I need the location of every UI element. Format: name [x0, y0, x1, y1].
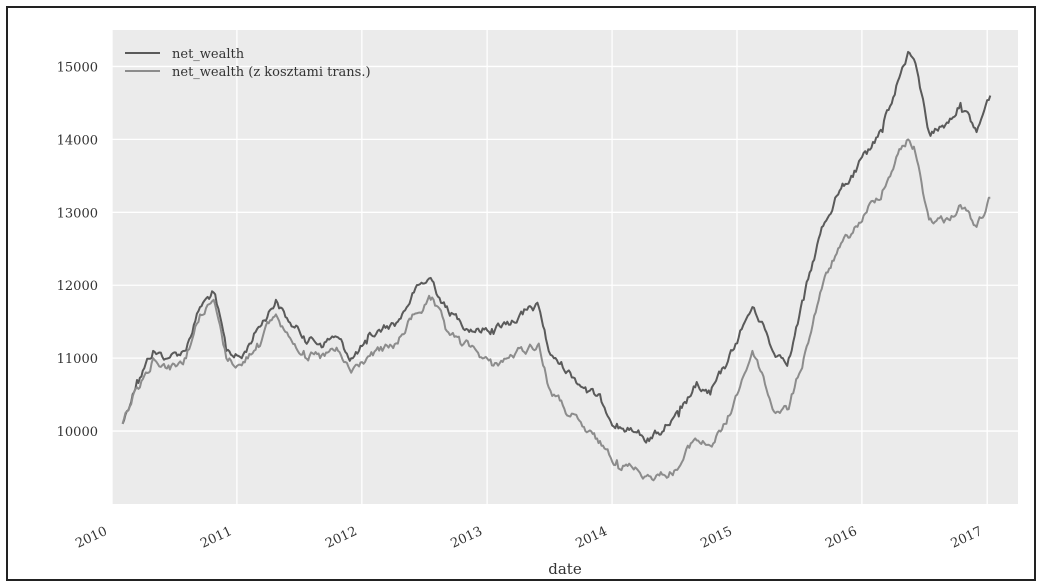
- legend-label-2: net_wealth (z kosztami trans.): [172, 65, 371, 80]
- plot-background: [112, 30, 1018, 504]
- x-tick-label: 2011: [198, 524, 234, 552]
- x-tick-label: 2015: [698, 524, 734, 552]
- y-tick-label: 13000: [57, 206, 98, 221]
- x-axis-label: date: [548, 560, 582, 578]
- legend-label-1: net_wealth: [172, 47, 245, 62]
- x-tick-label: 2017: [949, 524, 985, 552]
- plot-area: [112, 30, 1018, 504]
- x-tick-label: 2012: [323, 524, 359, 552]
- x-tick-label: 2014: [573, 524, 609, 552]
- grid: [111, 30, 1018, 504]
- series-line-1: [121, 50, 992, 444]
- y-tick-label: 11000: [57, 352, 98, 367]
- y-tick-label: 14000: [57, 133, 98, 148]
- series-group: [121, 50, 992, 482]
- series-line-2: [121, 138, 991, 482]
- y-tick-label: 10000: [57, 425, 98, 440]
- x-tick-label: 2016: [823, 524, 859, 552]
- y-tick-label: 12000: [57, 279, 98, 294]
- x-tick-label: 2013: [448, 524, 484, 552]
- y-tick-label: 15000: [57, 60, 98, 75]
- legend: net_wealth net_wealth (z kosztami trans.): [125, 47, 371, 80]
- x-tick-label: 2010: [73, 524, 109, 552]
